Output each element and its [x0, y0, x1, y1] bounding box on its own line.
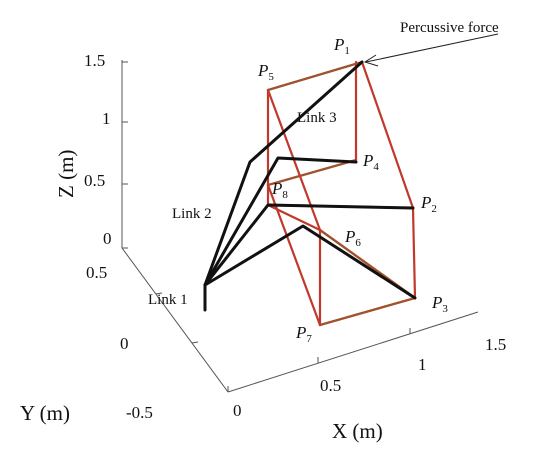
link-to-p3: [203, 224, 417, 300]
y-tick-marks: [155, 292, 199, 344]
point-label-p6: P6: [344, 227, 361, 249]
link-to-p8: [203, 203, 415, 287]
x-tick-marks: [227, 328, 411, 392]
y-axis-label: Y (m): [20, 401, 70, 425]
point-label-p7: P7: [295, 323, 312, 345]
z-tick-label: 0.5: [84, 171, 105, 190]
x-tick-label: 1: [418, 355, 427, 374]
z-tick-label: 0: [103, 229, 112, 248]
point-label-p1: P1: [333, 35, 350, 57]
point-label-p4: P4: [362, 151, 379, 173]
x-axis-label: X (m): [332, 419, 383, 443]
link-3-label: Link 3: [297, 110, 337, 126]
x-tick-label: 1.5: [485, 335, 506, 354]
x-tick-label: 0: [233, 401, 242, 420]
z-tick-label: 1.5: [84, 51, 105, 70]
y-tick-label: -0.5: [126, 403, 153, 422]
y-tick-label: 0.5: [86, 263, 107, 282]
z-axis-label: Z (m): [54, 150, 78, 198]
point-label-p5: P5: [257, 61, 274, 83]
link-to-p4: [203, 156, 358, 287]
x-tick-label: 0.5: [320, 376, 341, 395]
force-arrow: [363, 33, 499, 67]
point-label-p8: P8: [271, 179, 288, 201]
robot-links: [203, 60, 417, 312]
axes-frame: [121, 60, 479, 393]
point-label-p2: P2: [420, 193, 437, 215]
link-1-label: Link 1: [148, 292, 188, 308]
point-label-p3: P3: [431, 293, 448, 315]
link-2-label: Link 2: [172, 206, 212, 222]
y-tick-label: 0: [120, 334, 129, 353]
force-label: Percussive force: [400, 20, 499, 36]
z-tick-marks: [122, 61, 128, 249]
z-tick-label: 1: [102, 109, 111, 128]
link-to-p1: [203, 60, 364, 287]
